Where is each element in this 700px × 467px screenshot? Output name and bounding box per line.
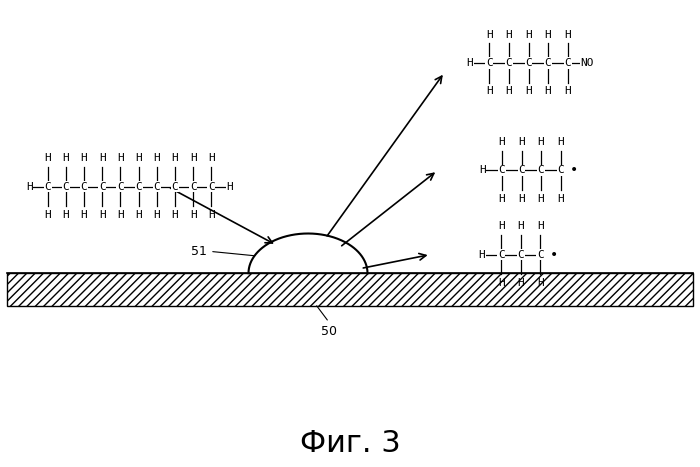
Text: C: C: [517, 249, 524, 260]
Text: C: C: [99, 182, 106, 192]
Text: H: H: [26, 182, 33, 192]
Text: C: C: [545, 58, 552, 68]
Text: H: H: [99, 154, 106, 163]
Text: C: C: [525, 58, 532, 68]
Text: C: C: [498, 249, 505, 260]
Text: H: H: [190, 154, 197, 163]
Text: H: H: [517, 221, 524, 231]
Text: H: H: [505, 30, 512, 40]
Text: H: H: [518, 194, 525, 204]
Text: H: H: [486, 86, 493, 96]
Text: C: C: [62, 182, 69, 192]
Text: C: C: [505, 58, 512, 68]
Text: C: C: [80, 182, 88, 192]
Text: H: H: [498, 137, 505, 147]
Text: •: •: [550, 248, 558, 262]
Text: •: •: [570, 163, 578, 177]
Text: H: H: [153, 154, 160, 163]
Text: C: C: [190, 182, 197, 192]
Text: Фиг. 3: Фиг. 3: [300, 429, 400, 458]
Text: H: H: [135, 154, 142, 163]
Text: NO: NO: [580, 58, 594, 68]
Text: H: H: [62, 154, 69, 163]
Text: H: H: [99, 210, 106, 220]
Text: C: C: [537, 249, 544, 260]
Text: H: H: [117, 210, 124, 220]
Text: H: H: [538, 137, 545, 147]
Text: H: H: [44, 210, 51, 220]
Text: H: H: [208, 154, 215, 163]
Text: H: H: [557, 194, 564, 204]
Text: H: H: [525, 30, 532, 40]
Text: H: H: [62, 210, 69, 220]
Text: H: H: [80, 154, 88, 163]
Text: H: H: [545, 86, 552, 96]
Text: 51: 51: [190, 245, 206, 258]
Text: C: C: [153, 182, 160, 192]
Text: H: H: [517, 278, 524, 288]
Text: H: H: [478, 249, 485, 260]
Text: H: H: [537, 221, 544, 231]
Text: H: H: [525, 86, 532, 96]
Text: H: H: [537, 278, 544, 288]
Text: H: H: [557, 137, 564, 147]
Text: C: C: [498, 165, 505, 176]
Text: H: H: [505, 86, 512, 96]
Bar: [7, 273, 693, 306]
Text: H: H: [479, 165, 486, 176]
Text: H: H: [117, 154, 124, 163]
Text: H: H: [486, 30, 493, 40]
Text: H: H: [135, 210, 142, 220]
Text: H: H: [190, 210, 197, 220]
Text: H: H: [498, 278, 505, 288]
Text: C: C: [564, 58, 571, 68]
Text: H: H: [172, 154, 178, 163]
Text: H: H: [518, 137, 525, 147]
Text: C: C: [117, 182, 124, 192]
Text: C: C: [486, 58, 493, 68]
Text: C: C: [538, 165, 545, 176]
Text: H: H: [466, 58, 473, 68]
Text: C: C: [518, 165, 525, 176]
Text: H: H: [498, 194, 505, 204]
Text: H: H: [545, 30, 552, 40]
Text: H: H: [498, 221, 505, 231]
Text: C: C: [557, 165, 564, 176]
Text: C: C: [208, 182, 215, 192]
Text: C: C: [172, 182, 178, 192]
Text: 50: 50: [321, 325, 337, 338]
Text: C: C: [135, 182, 142, 192]
Text: H: H: [538, 194, 545, 204]
Text: H: H: [564, 30, 571, 40]
Text: C: C: [44, 182, 51, 192]
Text: H: H: [226, 182, 233, 192]
Text: H: H: [208, 210, 215, 220]
Text: H: H: [80, 210, 88, 220]
Text: H: H: [564, 86, 571, 96]
Text: H: H: [44, 154, 51, 163]
Text: H: H: [172, 210, 178, 220]
Text: H: H: [153, 210, 160, 220]
